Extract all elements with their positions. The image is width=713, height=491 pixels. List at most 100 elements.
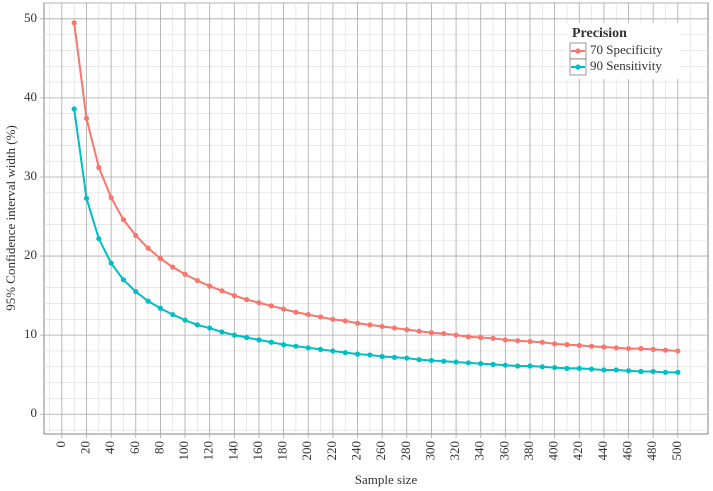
point — [515, 363, 521, 369]
point — [133, 289, 139, 295]
point — [367, 352, 373, 358]
point — [502, 337, 508, 343]
point — [108, 194, 114, 201]
point — [256, 300, 262, 306]
point — [662, 369, 669, 375]
point — [219, 329, 225, 335]
x-tick-label: 280 — [398, 441, 413, 461]
legend-label: 90 Sensitivity — [590, 58, 662, 73]
point — [354, 351, 361, 357]
point — [539, 339, 545, 345]
point — [650, 368, 656, 375]
point — [527, 338, 533, 345]
x-tick-label: 380 — [521, 441, 536, 461]
point — [552, 364, 558, 371]
x-tick-label: 160 — [250, 441, 265, 461]
x-tick-label: 300 — [422, 441, 437, 461]
point — [552, 341, 558, 347]
x-tick-label: 120 — [201, 441, 216, 461]
legend-dot — [575, 48, 581, 54]
point — [416, 357, 422, 363]
point — [120, 277, 127, 283]
point — [207, 283, 213, 289]
x-tick-label: 480 — [644, 441, 659, 461]
point — [244, 334, 250, 341]
point — [428, 357, 435, 364]
point — [539, 364, 545, 370]
point — [96, 164, 102, 171]
point — [527, 363, 533, 369]
x-tick-label: 60 — [127, 441, 142, 454]
point — [120, 217, 127, 223]
point — [342, 318, 348, 324]
x-tick-label: 400 — [546, 441, 561, 461]
point — [379, 353, 385, 360]
point — [478, 361, 484, 367]
point — [564, 365, 570, 371]
point — [564, 342, 570, 348]
point — [638, 345, 644, 352]
point — [576, 342, 582, 349]
point — [391, 325, 398, 331]
legend-label: 70 Specificity — [590, 42, 663, 57]
point — [391, 354, 398, 360]
x-tick-label: 360 — [496, 441, 511, 461]
x-tick-label: 440 — [595, 441, 610, 461]
x-tick-label: 420 — [570, 441, 585, 461]
x-tick-label: 0 — [53, 441, 68, 448]
point — [465, 360, 471, 366]
point — [268, 303, 274, 309]
point — [293, 343, 299, 349]
point — [317, 346, 324, 352]
point — [182, 271, 188, 277]
point — [613, 345, 619, 351]
point — [244, 296, 250, 303]
point — [490, 335, 496, 341]
point — [404, 327, 410, 333]
point — [293, 309, 299, 315]
point — [170, 311, 176, 318]
point — [613, 367, 619, 373]
y-axis-label: 95% Confidence interval width (%) — [3, 125, 18, 311]
point — [638, 368, 644, 375]
point — [502, 362, 508, 368]
point — [71, 20, 77, 26]
point — [404, 355, 410, 361]
point — [601, 367, 607, 373]
point — [650, 346, 656, 352]
point — [268, 339, 274, 345]
x-axis-label: Sample size — [355, 472, 418, 487]
x-tick-label: 200 — [299, 441, 314, 461]
point — [157, 305, 164, 311]
x-tick-label: 500 — [669, 441, 684, 461]
x-tick-label: 180 — [275, 441, 290, 461]
point — [170, 264, 176, 270]
point — [588, 343, 595, 349]
point — [478, 334, 484, 341]
point — [441, 330, 447, 337]
point — [662, 347, 669, 353]
point — [625, 345, 632, 352]
point — [576, 365, 582, 371]
point — [281, 306, 287, 312]
point — [625, 368, 632, 374]
point — [157, 255, 164, 262]
point — [207, 325, 213, 331]
point — [194, 322, 200, 328]
x-tick-label: 140 — [225, 441, 240, 461]
point — [305, 345, 311, 351]
point — [182, 317, 188, 323]
point — [354, 320, 361, 326]
y-tick-label: 30 — [24, 168, 37, 183]
point — [145, 298, 151, 304]
x-tick-label: 320 — [447, 441, 462, 461]
point — [330, 348, 336, 354]
point — [416, 328, 422, 334]
point — [588, 366, 595, 372]
y-tick-label: 40 — [24, 89, 37, 104]
point — [367, 322, 373, 328]
point — [441, 358, 447, 364]
point — [465, 334, 471, 340]
